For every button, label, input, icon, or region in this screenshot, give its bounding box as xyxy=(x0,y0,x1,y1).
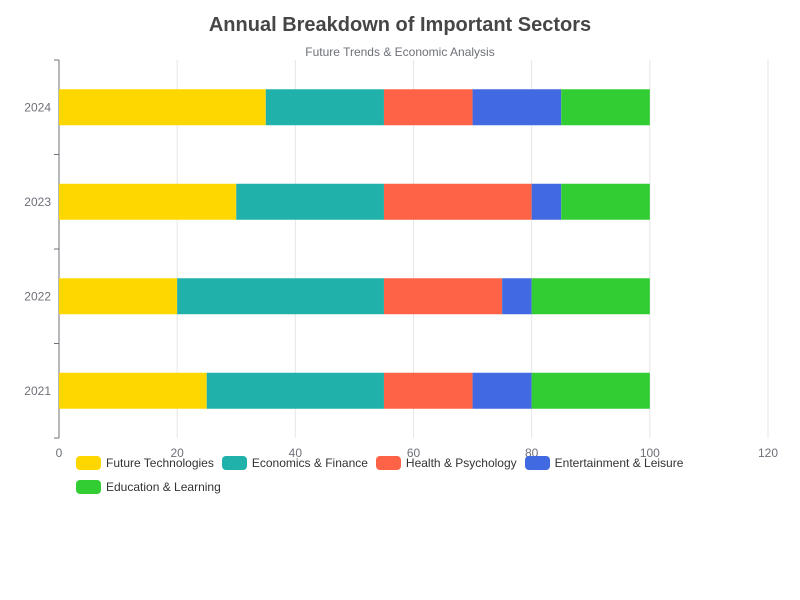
y-tick-label: 2021 xyxy=(24,384,51,398)
bar-segment xyxy=(265,89,384,126)
bar-segment xyxy=(472,89,562,126)
legend-label: Future Technologies xyxy=(106,456,214,470)
y-tick-label: 2023 xyxy=(24,195,51,209)
legend-label: Economics & Finance xyxy=(251,456,368,470)
x-tick-label: 20 xyxy=(170,446,184,460)
bar-segment xyxy=(59,372,207,409)
bar-segment xyxy=(59,183,237,220)
bar-segment xyxy=(561,89,650,126)
y-tick-label: 2024 xyxy=(24,100,51,114)
bar-segment xyxy=(531,278,650,315)
bar-segment xyxy=(383,183,532,220)
bar-segment xyxy=(59,89,266,126)
legend: Future Technologies Economics & Finance He… xyxy=(76,454,776,502)
bar-segment xyxy=(502,278,532,315)
x-tick-label: 60 xyxy=(407,446,421,460)
x-tick-label: 40 xyxy=(289,446,303,460)
x-tick-label: 120 xyxy=(758,446,778,460)
y-tick-label: 2022 xyxy=(24,289,51,303)
legend-swatch xyxy=(221,456,247,470)
legend-label: Entertainment & Leisure xyxy=(554,456,684,470)
legend-item[interactable]: Health & Psychology xyxy=(375,454,517,472)
bar-segment xyxy=(561,183,650,220)
legend-item[interactable]: Entertainment & Leisure xyxy=(524,454,684,472)
bar-segment xyxy=(531,372,650,409)
legend-item[interactable]: Economics & Finance xyxy=(221,454,368,472)
bar-segment xyxy=(383,372,473,409)
bar-segment xyxy=(472,372,532,409)
bar-segment xyxy=(59,278,178,315)
bar-segment xyxy=(383,89,473,126)
legend-label: Health & Psychology xyxy=(405,456,517,470)
legend-swatch xyxy=(524,456,550,470)
x-tick-label: 100 xyxy=(640,446,660,460)
bar-segment xyxy=(236,183,384,220)
legend-swatch xyxy=(76,456,101,470)
bar-segment xyxy=(383,278,503,315)
bar-segment xyxy=(177,278,384,315)
legend-swatch xyxy=(76,480,101,494)
x-tick-label: 0 xyxy=(56,446,63,460)
chart-subtitle: Future Trends & Economic Analysis xyxy=(305,45,495,59)
legend-label: Education & Learning xyxy=(106,480,221,494)
legend-item[interactable]: Education & Learning xyxy=(76,478,221,496)
legend-item[interactable]: Future Technologies xyxy=(76,454,214,472)
legend-swatch xyxy=(375,456,401,470)
bar-segment xyxy=(531,183,562,220)
bar-segment xyxy=(206,372,384,409)
chart-title: Annual Breakdown of Important Sectors xyxy=(208,14,592,36)
